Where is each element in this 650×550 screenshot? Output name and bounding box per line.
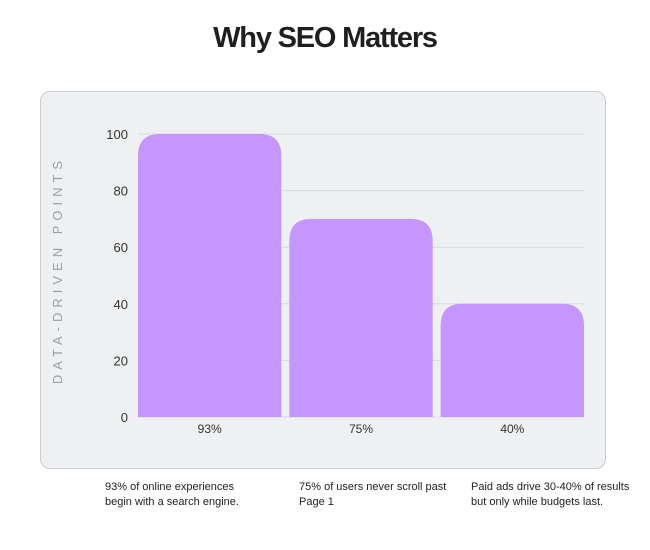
y-axis-label: DATA-DRIVEN POINTS: [50, 156, 65, 384]
y-tick-label: 40: [114, 297, 128, 312]
bar: [289, 218, 433, 417]
y-tick-label: 60: [114, 240, 128, 255]
caption-1: 93% of online experiences begin with a s…: [105, 481, 239, 508]
y-tick-label: 100: [106, 127, 128, 142]
caption-3: Paid ads drive 30-40% of results but onl…: [471, 481, 630, 508]
y-tick-label: 20: [114, 353, 128, 368]
bar: [440, 303, 584, 417]
bar-chart: 0 20 40 60 80 100 93% 75% 40% DATA-DRIVEN POINTS: [50, 127, 584, 436]
x-tick-label: 40%: [500, 422, 524, 436]
x-tick-label: 93%: [198, 422, 222, 436]
bar: [138, 134, 282, 417]
y-tick-label: 0: [121, 410, 128, 425]
y-tick-label: 80: [114, 184, 128, 199]
caption-2: 75% of users never scroll past Page 1: [299, 481, 447, 508]
x-tick-label: 75%: [349, 422, 373, 436]
chart-title: Why SEO Matters: [213, 22, 438, 54]
